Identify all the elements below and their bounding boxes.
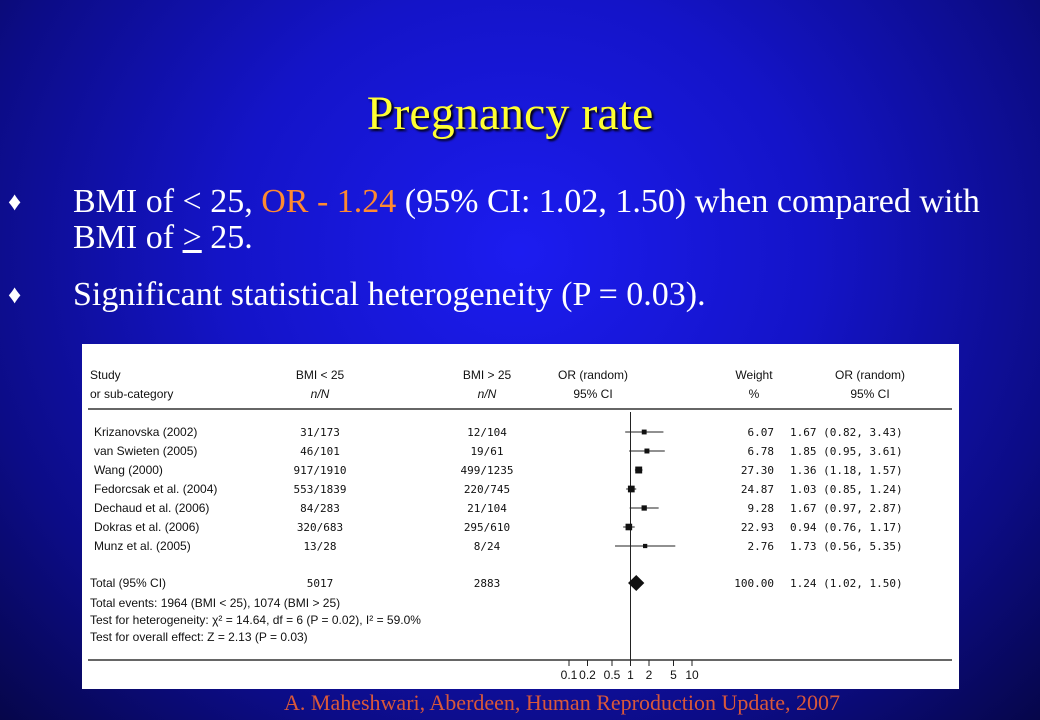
study-weight-2: 27.30: [741, 464, 774, 477]
study-name-4: Dechaud et al. (2006): [94, 501, 209, 515]
study-name-6: Munz et al. (2005): [94, 539, 191, 553]
footnote-0: Total events: 1964 (BMI < 25), 1074 (BMI…: [90, 596, 340, 610]
header-weight-sub: %: [749, 387, 760, 401]
bullet-bmi-or: ♦ BMI of < 25, OR - 1.24 (95% CI: 1.02, …: [8, 184, 1008, 256]
total-label: Total (95% CI): [90, 576, 166, 590]
slide-title: Pregnancy rate: [366, 87, 654, 140]
forest-plot-figure: Study or sub-category BMI < 25 n/N BMI > 25 n…: [82, 344, 959, 689]
header-study: Study: [90, 368, 121, 382]
axis-tick-label-0: 0.1: [561, 668, 578, 682]
study-weight-5: 22.93: [741, 521, 774, 534]
forest-plot-svg: Study or sub-category BMI < 25 n/N BMI > 25 n…: [88, 368, 952, 682]
header-or-ci: 95% CI: [573, 387, 612, 401]
study-weight-4: 9.28: [748, 502, 775, 515]
study-bmi-lt25-4: 84/283: [300, 502, 340, 515]
diamond-bullet-icon: ♦: [8, 280, 22, 309]
pooled-estimate-diamond: [628, 575, 645, 591]
total-weight: 100.00: [734, 577, 774, 590]
axis-tick-label-1: 0.2: [579, 668, 596, 682]
point-estimate-0: [641, 429, 647, 435]
study-bmi-gt25-1: 19/61: [470, 445, 503, 458]
bullet1-mid: (95% CI: 1.02, 1.50) when compared with …: [73, 183, 980, 256]
study-weight-6: 2.76: [748, 540, 775, 553]
diamond-bullet-icon: ♦: [8, 187, 22, 216]
study-or-text-3: 1.03 (0.85, 1.24): [790, 483, 903, 496]
bullet1-prefix: BMI of < 25,: [73, 183, 262, 220]
study-bmi-gt25-0: 12/104: [467, 426, 507, 439]
study-bmi-lt25-1: 46/101: [300, 445, 340, 458]
total-or-text: 1.24 (1.02, 1.50): [790, 577, 903, 590]
study-bmi-gt25-6: 8/24: [474, 540, 501, 553]
greater-than-symbol: >: [182, 219, 202, 256]
study-bmi-gt25-2: 499/1235: [461, 464, 514, 477]
study-weight-1: 6.78: [748, 445, 775, 458]
total-bmi-lt25: 5017: [307, 577, 334, 590]
study-bmi-lt25-3: 553/1839: [294, 483, 347, 496]
point-estimate-1: [644, 448, 650, 454]
study-bmi-gt25-3: 220/745: [464, 483, 510, 496]
study-or-text-4: 1.67 (0.97, 2.87): [790, 502, 903, 515]
study-bmi-lt25-0: 31/173: [300, 426, 340, 439]
study-name-2: Wang (2000): [94, 463, 163, 477]
header-or-random-2: OR (random): [835, 368, 905, 382]
bullet-heterogeneity: ♦ Significant statistical heterogeneity …: [8, 277, 1008, 313]
point-estimate-2: [635, 466, 643, 474]
study-name-1: van Swieten (2005): [94, 444, 197, 458]
study-or-text-2: 1.36 (1.18, 1.57): [790, 464, 903, 477]
study-bmi-gt25-5: 295/610: [464, 521, 510, 534]
study-weight-0: 6.07: [748, 426, 775, 439]
footnote-1: Test for heterogeneity: χ² = 14.64, df =…: [90, 613, 421, 627]
point-estimate-6: [643, 543, 648, 549]
total-bmi-gt25: 2883: [474, 577, 501, 590]
study-name-0: Krizanovska (2002): [94, 425, 197, 439]
study-or-text-1: 1.85 (0.95, 3.61): [790, 445, 903, 458]
header-study-sub: or sub-category: [90, 387, 173, 401]
point-estimate-4: [641, 505, 647, 511]
point-estimate-3: [627, 485, 635, 493]
header-bmi-gt25: BMI > 25: [463, 368, 512, 382]
header-bmi-lt25-sub: n/N: [311, 387, 330, 401]
odds-ratio-highlight: OR - 1.24: [261, 183, 397, 220]
header-weight: Weight: [735, 368, 773, 382]
header-bmi-lt25: BMI < 25: [296, 368, 345, 382]
header-or-random: OR (random): [558, 368, 628, 382]
study-or-text-0: 1.67 (0.82, 3.43): [790, 426, 903, 439]
study-bmi-lt25-2: 917/1910: [294, 464, 347, 477]
footnote-2: Test for overall effect: Z = 2.13 (P = 0…: [90, 630, 308, 644]
study-bmi-lt25-5: 320/683: [297, 521, 343, 534]
bullet1-suffix: 25.: [201, 219, 253, 256]
header-or-ci-2: 95% CI: [850, 387, 889, 401]
axis-tick-label-2: 0.5: [604, 668, 621, 682]
axis-tick-label-5: 5: [670, 668, 677, 682]
axis-tick-label-6: 10: [685, 668, 699, 682]
point-estimate-5: [625, 523, 633, 531]
study-bmi-gt25-4: 21/104: [467, 502, 507, 515]
study-or-text-6: 1.73 (0.56, 5.35): [790, 540, 903, 553]
axis-tick-label-3: 1: [627, 668, 634, 682]
citation: A. Maheshwari, Aberdeen, Human Reproduct…: [284, 690, 840, 715]
axis-tick-label-4: 2: [646, 668, 653, 682]
study-name-5: Dokras et al. (2006): [94, 520, 199, 534]
bullet2-text: Significant statistical heterogeneity (P…: [73, 276, 706, 313]
study-bmi-lt25-6: 13/28: [303, 540, 336, 553]
header-bmi-gt25-sub: n/N: [478, 387, 497, 401]
study-name-3: Fedorcsak et al. (2004): [94, 482, 217, 496]
study-weight-3: 24.87: [741, 483, 774, 496]
study-or-text-5: 0.94 (0.76, 1.17): [790, 521, 903, 534]
